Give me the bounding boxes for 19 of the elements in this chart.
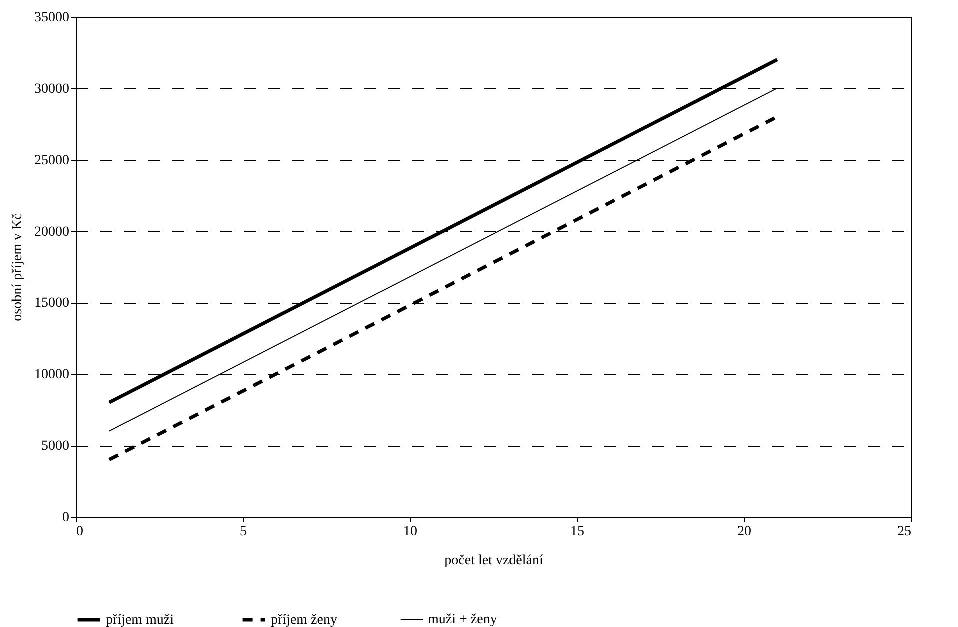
x-axis-title: počet let vzdělání	[444, 554, 544, 568]
y-axis-title: osobní příjem v Kč	[10, 214, 26, 322]
x-tick-label: 25	[898, 524, 912, 540]
legend-label: příjem ženy	[271, 613, 338, 627]
y-tick-label: 35000	[34, 10, 70, 26]
legend-label: muži + ženy	[428, 612, 498, 627]
y-tick-label: 25000	[34, 153, 70, 168]
y-tick-label: 15000	[34, 296, 70, 312]
y-tick-label: 10000	[34, 368, 70, 383]
x-tick-label: 0	[76, 524, 84, 540]
x-tick-label: 15	[570, 524, 584, 540]
x-tick-label: 10	[404, 524, 418, 540]
y-tick-label: 5000	[42, 439, 70, 454]
y-tick-label: 0	[62, 510, 70, 526]
x-tick-label: 5	[240, 524, 247, 540]
y-tick-label: 30000	[34, 82, 70, 97]
x-tick-label: 20	[738, 524, 752, 540]
legend-label: příjem muži	[106, 613, 174, 627]
y-tick-label: 20000	[34, 224, 70, 240]
